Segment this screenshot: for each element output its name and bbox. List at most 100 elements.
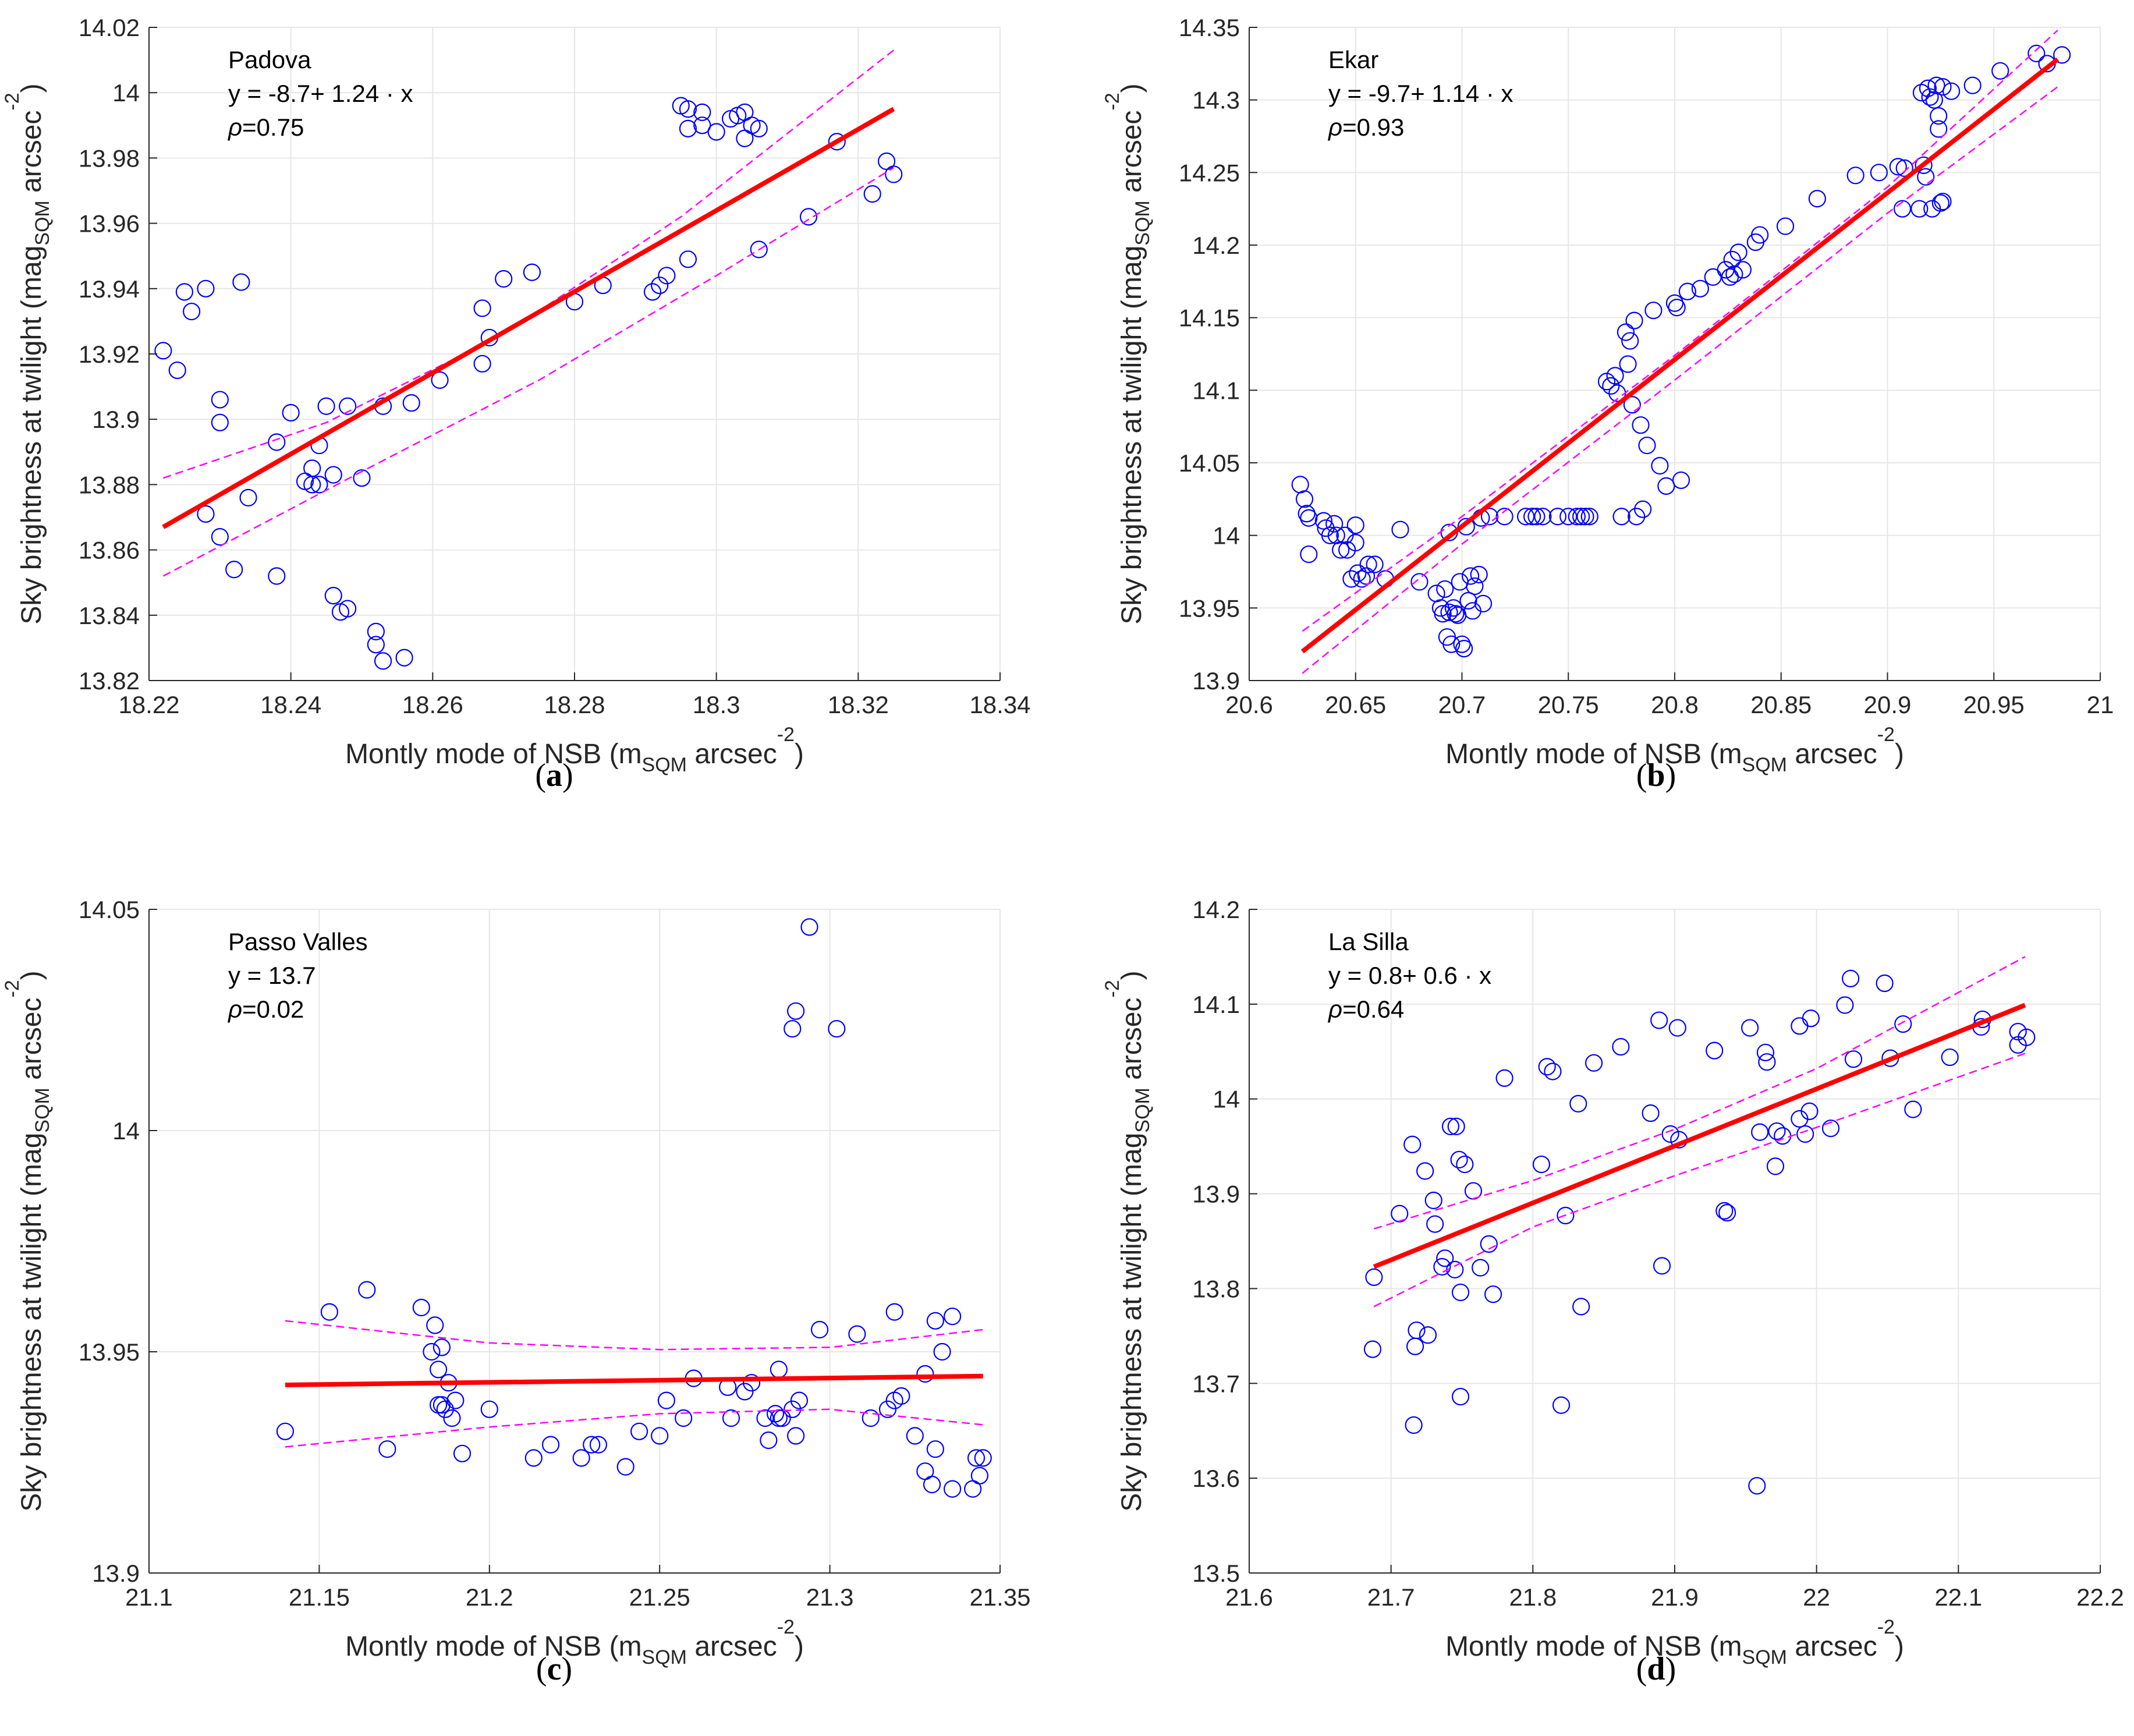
x-tick-label: 20.65: [1325, 691, 1386, 718]
data-point: [1572, 508, 1590, 526]
data-point: [1346, 534, 1364, 552]
data-point: [1484, 1285, 1502, 1303]
x-tick-label: 20.8: [1651, 691, 1699, 718]
y-tick-label: 14.2: [1192, 232, 1240, 259]
data-point: [1910, 200, 1929, 218]
data-point: [412, 1298, 430, 1317]
data-point: [2027, 44, 2046, 62]
data-point: [1723, 250, 1741, 269]
data-point: [1353, 570, 1371, 588]
x-tick-label: 20.85: [1750, 691, 1812, 718]
x-tick-label: 21.35: [969, 1583, 1030, 1611]
data-point: [787, 1427, 805, 1445]
y-axis-label: Sky brightness at twilight (magSQM arcse…: [1101, 83, 1154, 624]
y-tick-label: 14.15: [1179, 304, 1240, 332]
data-point: [1416, 1162, 1434, 1180]
data-marks: [1291, 30, 2071, 674]
data-point: [1748, 1477, 1766, 1495]
data-point: [1580, 508, 1598, 526]
data-point: [1455, 640, 1473, 658]
data-point: [1729, 243, 1747, 261]
data-point: [750, 119, 768, 138]
data-point: [1434, 605, 1452, 623]
data-point: [1836, 996, 1854, 1014]
data-point: [863, 185, 881, 203]
y-tick-label: 14: [112, 79, 140, 107]
data-point: [1597, 373, 1616, 391]
x-tick-label: 18.3: [693, 691, 740, 718]
y-tick-label: 13.9: [1192, 667, 1240, 695]
data-point: [175, 283, 194, 301]
data-point: [339, 600, 357, 618]
regression-fit-line: [285, 1373, 983, 1387]
data-point: [1534, 508, 1552, 526]
data-point: [1517, 508, 1535, 526]
data-point: [1391, 1204, 1409, 1223]
data-point: [1456, 1155, 1474, 1174]
data-point: [616, 1458, 634, 1476]
data-point: [282, 403, 300, 422]
gridlines: [1249, 27, 2101, 681]
data-point: [1410, 573, 1428, 591]
axis-label-sup: -2: [1877, 724, 1895, 746]
data-point: [524, 1449, 543, 1467]
data-point: [495, 270, 513, 288]
data-point: [426, 1316, 444, 1334]
data-point: [433, 1338, 451, 1356]
axis-label-sup: -2: [1101, 93, 1123, 110]
data-point: [211, 528, 229, 546]
data-point: [1441, 1117, 1460, 1136]
site-name: Ekar: [1328, 46, 1378, 73]
data-point: [944, 1308, 962, 1326]
data-point: [1359, 555, 1377, 573]
panel-letter: d: [1647, 1651, 1665, 1687]
data-point: [651, 277, 669, 295]
data-point: [1532, 1155, 1551, 1174]
x-axis-label: Montly mode of NSB (mSQM arcsec-2): [345, 724, 804, 776]
data-point: [1751, 1123, 1769, 1141]
data-point: [276, 1422, 295, 1440]
data-point: [760, 1431, 778, 1450]
data-point: [657, 1391, 675, 1409]
rho-symbol: ρ: [1327, 114, 1342, 141]
data-point: [1300, 545, 1318, 564]
data-point: [1638, 436, 1656, 455]
data-point: [1433, 1257, 1451, 1276]
data-point: [1495, 508, 1513, 526]
data-point: [1768, 1122, 1786, 1140]
data-point: [1621, 332, 1639, 350]
data-point: [1552, 1396, 1571, 1414]
data-point: [1612, 508, 1630, 526]
data-point: [885, 165, 903, 183]
data-point: [1447, 605, 1465, 623]
confidence-upper-line: [1302, 30, 2058, 632]
data-point: [1734, 261, 1752, 279]
data-point: [1751, 226, 1769, 244]
data-point: [1544, 1062, 1562, 1080]
data-point: [225, 561, 243, 579]
data-point: [1391, 520, 1409, 538]
data-point: [1634, 500, 1652, 518]
regression-fit-line: [1300, 57, 2059, 654]
axis-label-sub: SQM: [1132, 1087, 1154, 1132]
data-point: [1930, 120, 1948, 138]
data-point: [1668, 299, 1686, 317]
data-point: [1766, 1157, 1785, 1175]
data-point: [374, 652, 392, 670]
data-point: [1298, 505, 1316, 523]
y-tick-label: 14.25: [1179, 159, 1240, 186]
axis-label-mid: arcsec: [16, 111, 47, 201]
data-point: [324, 466, 342, 484]
data-point: [168, 361, 186, 380]
data-point: [916, 1365, 934, 1383]
data-point: [756, 1409, 774, 1427]
regression-fit-line: [1373, 1002, 2026, 1269]
data-point: [1927, 76, 1945, 94]
axis-label-sup: -2: [1, 93, 23, 110]
data-point: [1904, 1100, 1922, 1118]
data-point: [1470, 565, 1488, 584]
x-tick-label: 21.3: [806, 1583, 854, 1611]
data-point: [268, 567, 286, 585]
data-point: [679, 119, 697, 138]
x-tick-label: 18.22: [118, 691, 179, 718]
